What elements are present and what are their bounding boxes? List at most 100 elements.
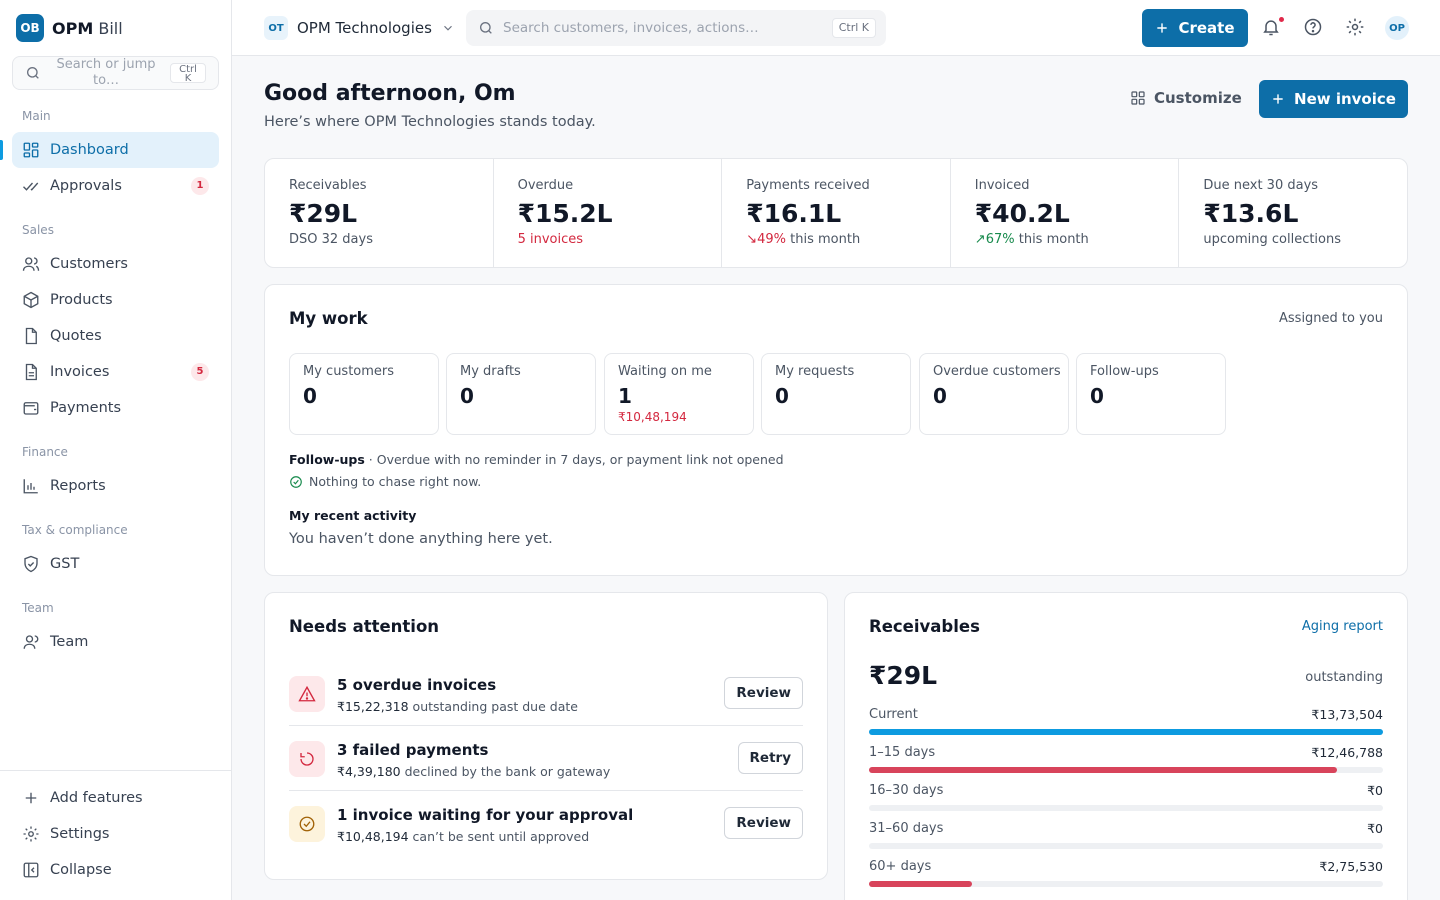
tile-label: My drafts <box>460 364 521 379</box>
notification-dot <box>1279 17 1284 22</box>
sidebar-item-approvals[interactable]: Approvals 1 <box>12 168 219 204</box>
aging-bucket-name: 60+ days <box>869 859 932 874</box>
receivables-card: Receivables Aging report ₹29L outstandin… <box>844 592 1408 900</box>
search-icon <box>27 67 39 79</box>
user-avatar[interactable]: OP <box>1385 16 1409 40</box>
aging-bar-fill <box>869 881 972 887</box>
recent-activity-heading: My recent activity <box>289 508 417 523</box>
retry-payments-button[interactable]: Retry <box>737 742 803 774</box>
nav-section-team: Team <box>22 601 54 615</box>
aging-bucket-row[interactable]: 31–60 days ₹0 <box>869 821 1383 859</box>
tile-waiting-on-me[interactable]: Waiting on me 1 ₹10,48,194 <box>604 353 754 435</box>
sidebar-item-label: GST <box>50 556 80 572</box>
sidebar-item-customers[interactable]: Customers <box>12 246 219 282</box>
plus-icon <box>1273 94 1283 104</box>
tile-follow-ups[interactable]: Follow-ups 0 <box>1076 353 1226 435</box>
aging-bucket-name: 31–60 days <box>869 821 944 836</box>
tile-my-drafts[interactable]: My drafts 0 <box>446 353 596 435</box>
bell-icon[interactable] <box>1261 17 1281 37</box>
chevron-down-icon <box>444 25 452 31</box>
kpi-invoiced[interactable]: Invoiced ₹40.2L ↗67% this month <box>951 159 1180 267</box>
tile-overdue-customers[interactable]: Overdue customers 0 <box>919 353 1069 435</box>
tile-value: 0 <box>1090 384 1104 408</box>
gear-icon[interactable] <box>1345 17 1365 37</box>
kpi-sub: ↘49% this month <box>746 232 861 247</box>
nav-section-tax: Tax & compliance <box>22 523 128 537</box>
sidebar-item-dashboard[interactable]: Dashboard <box>12 132 219 168</box>
global-search-input[interactable]: Search customers, invoices, actions… Ctr… <box>466 10 886 46</box>
sidebar-item-label: Team <box>50 634 89 650</box>
nav-section-sales: Sales <box>22 223 54 237</box>
aging-bucket-row[interactable]: 60+ days ₹2,75,530 <box>869 859 1383 897</box>
tile-label: Follow-ups <box>1090 364 1159 379</box>
kpi-row: Receivables ₹29L DSO 32 days Overdue ₹15… <box>264 158 1408 268</box>
dashboard-icon <box>23 142 39 158</box>
page-title: Good afternoon, Om <box>264 81 516 106</box>
plus-icon <box>1157 23 1168 33</box>
invoices-count-badge: 5 <box>191 363 209 381</box>
tile-value: 0 <box>933 384 947 408</box>
my-work-card: My work Assigned to you My customers 0 M… <box>264 284 1408 576</box>
sidebar-item-team[interactable]: Team <box>12 624 219 660</box>
search-shortcut: Ctrl K <box>831 18 876 38</box>
kpi-sub: upcoming collections <box>1203 232 1342 247</box>
new-invoice-label: New invoice <box>1294 90 1396 108</box>
receivables-total: ₹29L <box>869 661 938 690</box>
review-approval-button[interactable]: Review <box>724 807 803 839</box>
tile-value: 0 <box>303 384 317 408</box>
sidebar-search-placeholder: Search or jump to… <box>56 57 156 88</box>
attention-title: 1 invoice waiting for your approval <box>337 806 634 824</box>
kpi-due-next-30[interactable]: Due next 30 days ₹13.6L upcoming collect… <box>1179 159 1407 267</box>
sidebar-search[interactable]: Search or jump to… Ctrl K <box>12 56 219 90</box>
review-overdue-button[interactable]: Review <box>724 677 803 709</box>
kpi-label: Invoiced <box>974 178 1030 193</box>
sidebar-item-add-features[interactable]: Add features <box>12 780 219 816</box>
aging-bucket-row[interactable]: 1–15 days ₹12,46,788 <box>869 745 1383 783</box>
aging-bar-fill <box>869 729 1383 735</box>
sidebar-item-label: Add features <box>50 790 143 806</box>
search-icon <box>480 22 492 34</box>
receivables-total-label: outstanding <box>1305 670 1383 685</box>
retry-icon <box>289 741 325 777</box>
sidebar-item-invoices[interactable]: Invoices 5 <box>12 354 219 390</box>
org-switcher[interactable]: OT OPM Technologies <box>264 16 455 40</box>
sidebar-item-gst[interactable]: GST <box>12 546 219 582</box>
trend-up-icon: ↗ <box>974 232 986 247</box>
attention-item-failed-payments: 3 failed payments ₹4,39,180 declined by … <box>289 741 803 806</box>
kpi-payments-received[interactable]: Payments received ₹16.1L ↘49% this month <box>722 159 951 267</box>
sidebar-item-settings[interactable]: Settings <box>12 816 219 852</box>
kpi-trend: 49% <box>757 232 786 247</box>
kpi-trend: 67% <box>985 232 1015 247</box>
users-icon <box>22 257 40 271</box>
active-indicator <box>0 140 3 160</box>
sidebar-item-collapse[interactable]: Collapse <box>12 852 219 888</box>
attention-title: 3 failed payments <box>337 741 489 759</box>
create-button[interactable]: Create <box>1142 9 1248 47</box>
aging-report-link[interactable]: Aging report <box>1301 619 1383 634</box>
aging-bucket-row[interactable]: 16–30 days ₹0 <box>869 783 1383 821</box>
kpi-value: ₹16.1L <box>746 199 842 228</box>
kpi-value: ₹29L <box>289 199 358 228</box>
collapse-sidebar-icon <box>23 862 39 878</box>
kpi-sub: DSO 32 days <box>289 232 373 247</box>
aging-bucket-row[interactable]: Current ₹13,73,504 <box>869 707 1383 745</box>
tile-my-requests[interactable]: My requests 0 <box>761 353 911 435</box>
kpi-overdue[interactable]: Overdue ₹15.2L 5 invoices <box>494 159 723 267</box>
org-logo: OT <box>264 16 288 40</box>
sidebar-item-products[interactable]: Products <box>12 282 219 318</box>
sidebar-item-payments[interactable]: Payments <box>12 390 219 426</box>
new-invoice-button[interactable]: New invoice <box>1259 80 1408 118</box>
brand[interactable]: OB OPM Bill <box>16 14 123 42</box>
page-subtitle: Here’s where OPM Technologies stands tod… <box>264 114 596 130</box>
help-icon[interactable] <box>1303 17 1323 37</box>
user-icon <box>23 635 39 649</box>
my-work-title: My work <box>289 309 368 328</box>
needs-attention-title: Needs attention <box>289 617 440 636</box>
attention-desc: ₹4,39,180 declined by the bank or gatewa… <box>337 764 611 779</box>
sidebar-item-reports[interactable]: Reports <box>12 468 219 504</box>
kpi-receivables[interactable]: Receivables ₹29L DSO 32 days <box>265 159 494 267</box>
tile-my-customers[interactable]: My customers 0 <box>289 353 439 435</box>
sidebar-item-quotes[interactable]: Quotes <box>12 318 219 354</box>
customize-button[interactable]: Customize <box>1130 89 1242 107</box>
aging-bucket-amount: ₹0 <box>1367 783 1383 798</box>
